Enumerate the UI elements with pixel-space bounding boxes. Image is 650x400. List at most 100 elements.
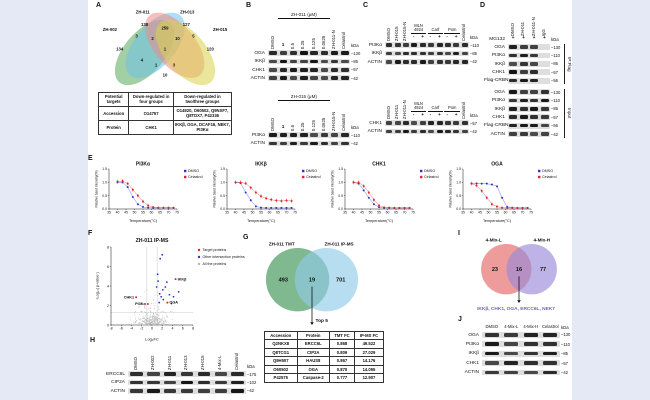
- svg-text:4: 4: [107, 284, 109, 288]
- svg-text:Temperature(°C): Temperature(°C): [483, 219, 512, 223]
- panel-a-targets-table: Potential targets Down-regulated in four …: [97, 92, 233, 135]
- svg-text:Relative band intensity(%): Relative band intensity(%): [213, 170, 217, 207]
- svg-text:138: 138: [141, 22, 149, 27]
- svg-text:55: 55: [259, 210, 263, 214]
- svg-text:ZH-011 IP-MS: ZH-011 IP-MS: [136, 238, 169, 244]
- svg-text:0: 0: [107, 323, 109, 327]
- svg-text:35: 35: [107, 210, 111, 214]
- svg-text:70: 70: [285, 210, 289, 214]
- svg-text:Target proteins: Target proteins: [203, 248, 227, 252]
- panel-c-blot-top: DMSO ZH-015 ZH-015-N - + - + - + Celastrol MLN 492…: [367, 21, 480, 65]
- svg-text:ZH-013: ZH-013: [180, 9, 195, 14]
- svg-text:45: 45: [242, 210, 246, 214]
- svg-text:DMSO: DMSO: [424, 169, 435, 173]
- svg-text:1.0: 1.0: [338, 181, 343, 185]
- panel-g-label: G: [243, 234, 249, 241]
- svg-text:Temperature(°C): Temperature(°C): [247, 219, 276, 223]
- svg-text:35: 35: [225, 210, 229, 214]
- panel-b-blot-zh015: ZH-015 (μM) DMSO 1 0.5 0.25 0.125 0.0625 ZH-015…: [250, 94, 361, 147]
- svg-text:70: 70: [403, 210, 407, 214]
- svg-text:Celastrol: Celastrol: [306, 175, 321, 179]
- svg-text:Other intersection proteins: Other intersection proteins: [203, 255, 245, 259]
- svg-text:1.0: 1.0: [102, 181, 107, 185]
- svg-text:45: 45: [360, 210, 364, 214]
- panel-c-label: C: [363, 2, 369, 9]
- svg-text:ZH-011 TMT: ZH-011 TMT: [269, 242, 295, 247]
- panel-e-label: E: [88, 155, 93, 162]
- svg-text:75: 75: [529, 210, 533, 214]
- panel-g-venn-diagram: ZH-011 TMT ZH-011 IP-MS 493 19 701 Top 5: [252, 240, 372, 328]
- svg-text:1.5: 1.5: [456, 167, 461, 171]
- svg-text:70: 70: [167, 210, 171, 214]
- svg-text:1: 1: [155, 63, 158, 68]
- svg-text:2: 2: [107, 304, 109, 308]
- svg-text:IKKβ: IKKβ: [178, 277, 188, 281]
- svg-text:50: 50: [487, 210, 491, 214]
- svg-text:2: 2: [151, 36, 154, 41]
- svg-text:0.5: 0.5: [338, 194, 343, 198]
- svg-text:77: 77: [540, 267, 546, 273]
- svg-text:60: 60: [504, 210, 508, 214]
- svg-text:Top 5: Top 5: [316, 318, 329, 324]
- svg-text:55: 55: [495, 210, 499, 214]
- svg-text:16: 16: [516, 267, 522, 273]
- panel-d-label: D: [480, 2, 486, 9]
- panel-g-top5-table: Accession Protein TMT FC IP-MS FC Q2NKX8 ERCC…: [264, 330, 385, 383]
- svg-text:70: 70: [521, 210, 525, 214]
- svg-text:50: 50: [133, 210, 137, 214]
- svg-text:1.0: 1.0: [456, 181, 461, 185]
- svg-text:1: 1: [164, 47, 167, 52]
- svg-text:ZH-015: ZH-015: [213, 27, 228, 32]
- svg-text:40: 40: [470, 210, 474, 214]
- svg-text:4-Mix-L: 4-Mix-L: [486, 238, 502, 243]
- panel-i-proteins-list: IKKβ, CHK1, OGA, ERCC6L, NEK7: [477, 307, 555, 312]
- svg-text:75: 75: [293, 210, 297, 214]
- svg-text:50: 50: [251, 210, 255, 214]
- svg-text:-2: -2: [140, 327, 143, 331]
- svg-text:1.5: 1.5: [220, 167, 225, 171]
- svg-text:55: 55: [141, 210, 145, 214]
- panel-i-label: I: [458, 230, 460, 237]
- svg-text:4: 4: [172, 327, 174, 331]
- panel-d-ip-blot: DMSO ZH-011 ZH-011-N IgG MG132 + + + + kDa OGA –130…: [484, 17, 573, 138]
- svg-text:Relative band intensity(%): Relative band intensity(%): [449, 170, 453, 207]
- panel-j-blot: DMSO 4-Mix-L 4-Mix-H Celastrol kDa OGA –130 PI3…: [464, 324, 571, 376]
- panel-b-blot-zh011: ZH-011 (μM) DMSO 1 0.5 0.25 0.125 0.0625 ZH-011…: [250, 12, 361, 82]
- svg-text:493: 493: [279, 278, 288, 284]
- svg-text:65: 65: [158, 210, 162, 214]
- panel-e-chart-ikkb: IKKβ 0.0 0.5 1.0 1.5 35 40 45 50 55 60 65 70 75 Temper…: [212, 160, 326, 224]
- svg-text:0.0: 0.0: [456, 207, 461, 211]
- svg-text:60: 60: [386, 210, 390, 214]
- svg-text:4: 4: [141, 57, 144, 62]
- svg-text:0.0: 0.0: [220, 207, 225, 211]
- svg-text:OGA: OGA: [491, 162, 503, 168]
- svg-text:19: 19: [309, 278, 315, 284]
- svg-text:40: 40: [116, 210, 120, 214]
- panel-a-venn-diagram: ZH-002 ZH-011 ZH-013 ZH-015 134 138 259 127 120 3…: [98, 8, 232, 88]
- svg-text:45: 45: [478, 210, 482, 214]
- svg-text:35: 35: [461, 210, 465, 214]
- svg-text:35: 35: [343, 210, 347, 214]
- svg-text:10: 10: [175, 36, 180, 41]
- svg-text:Relative band intensity(%): Relative band intensity(%): [95, 170, 99, 207]
- svg-text:-8: -8: [109, 327, 112, 331]
- svg-text:65: 65: [512, 210, 516, 214]
- svg-text:0.5: 0.5: [220, 194, 225, 198]
- svg-text:60: 60: [150, 210, 154, 214]
- svg-text:0.0: 0.0: [338, 207, 343, 211]
- svg-text:23: 23: [492, 267, 498, 273]
- svg-text:Temperature(°C): Temperature(°C): [365, 219, 394, 223]
- svg-text:PI3Kα: PI3Kα: [135, 302, 146, 306]
- panel-f-label: F: [88, 230, 93, 237]
- svg-text:Log₂FC: Log₂FC: [145, 337, 159, 342]
- svg-text:45: 45: [124, 210, 128, 214]
- svg-text:60: 60: [268, 210, 272, 214]
- svg-text:1.0: 1.0: [220, 181, 225, 185]
- svg-text:259: 259: [161, 25, 169, 30]
- panel-i-venn-diagram: 4-Mix-L 4-Mix-H 23 16 77: [466, 236, 572, 306]
- svg-text:75: 75: [411, 210, 415, 214]
- panel-f-volcano-plot: ZH-011 IP-MS 0 2 4 6 8 -8 -6 -4 -2 0 2 4 6 8 Log₂FC -Log…: [94, 236, 250, 342]
- svg-text:0: 0: [151, 327, 153, 331]
- panel-j-label: J: [458, 316, 462, 323]
